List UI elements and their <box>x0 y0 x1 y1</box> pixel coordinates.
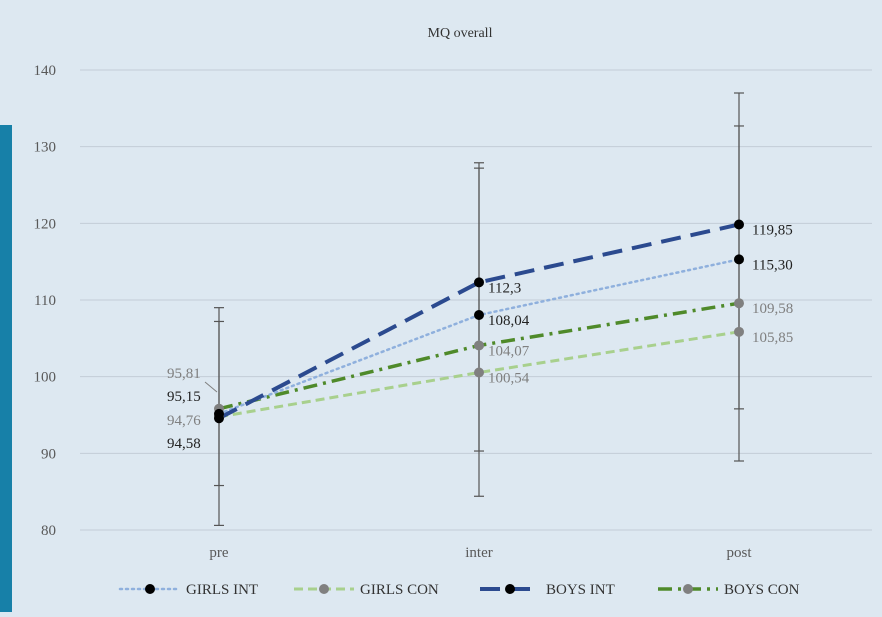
side-accent-bar <box>0 125 12 612</box>
data-label-0-0: 95,15 <box>167 389 201 405</box>
y-tick-label-130: 130 <box>34 140 57 156</box>
data-point-2-0 <box>214 413 224 424</box>
series-line-1 <box>218 330 740 419</box>
series-line-2 <box>218 222 740 420</box>
legend-label-0: GIRLS INT <box>186 582 258 598</box>
chart-panel: MQ overall 80 90 100 110 120 130 140 pre inter p… <box>12 0 882 612</box>
data-label-2-1: 112,3 <box>488 280 521 296</box>
gridlines <box>80 69 872 531</box>
y-tick-label-110: 110 <box>34 293 56 309</box>
data-label-3-1: 104,07 <box>488 343 530 359</box>
data-label-1-0: 94,76 <box>167 413 201 429</box>
x-axis-ticks: pre inter post <box>209 545 752 561</box>
x-tick-label-inter: inter <box>465 545 493 561</box>
x-tick-label-pre: pre <box>209 545 228 561</box>
error-bars <box>214 92 744 527</box>
legend-marker-2 <box>505 584 515 594</box>
data-label-3-2: 109,58 <box>752 301 793 317</box>
data-label-2-0: 94,58 <box>167 436 201 452</box>
data-point-1-2 <box>734 326 744 337</box>
data-label-0-2: 115,30 <box>752 257 793 273</box>
legend-marker-3 <box>683 584 693 594</box>
leader-line <box>204 381 218 393</box>
y-tick-label-80: 80 <box>41 523 56 539</box>
legend-label-3: BOYS CON <box>724 582 800 598</box>
data-label-2-2: 119,85 <box>752 222 793 238</box>
legend-label-2: BOYS INT <box>546 582 615 598</box>
y-tick-label-90: 90 <box>41 446 56 462</box>
data-point-3-2 <box>734 298 744 309</box>
data-point-3-1 <box>474 340 484 351</box>
data-label-1-1: 100,54 <box>488 371 530 387</box>
data-point-0-2 <box>734 254 744 265</box>
data-label-3-0: 95,81 <box>167 366 201 382</box>
y-tick-label-140: 140 <box>34 63 57 79</box>
legend-marker-0 <box>145 584 155 594</box>
data-point-2-1 <box>474 277 484 288</box>
data-point-2-2 <box>734 219 744 230</box>
y-tick-label-120: 120 <box>34 216 57 232</box>
x-tick-label-post: post <box>726 545 752 561</box>
y-tick-label-100: 100 <box>34 370 57 386</box>
data-point-0-1 <box>474 310 484 321</box>
chart-title: MQ overall <box>428 26 493 41</box>
series-markers <box>214 219 744 424</box>
data-label-0-1: 108,04 <box>488 313 530 329</box>
chart-legend: GIRLS INT GIRLS CON BOYS INT BOYS CON <box>118 582 800 598</box>
legend-marker-1 <box>319 584 329 594</box>
data-labels: 95,81 95,15 94,76 94,58 108,04 115,30 100,54 10… <box>167 222 793 452</box>
legend-label-1: GIRLS CON <box>360 582 439 598</box>
data-point-1-1 <box>474 367 484 378</box>
data-label-1-2: 105,85 <box>752 330 793 346</box>
y-axis-ticks: 80 90 100 110 120 130 140 <box>34 63 57 539</box>
